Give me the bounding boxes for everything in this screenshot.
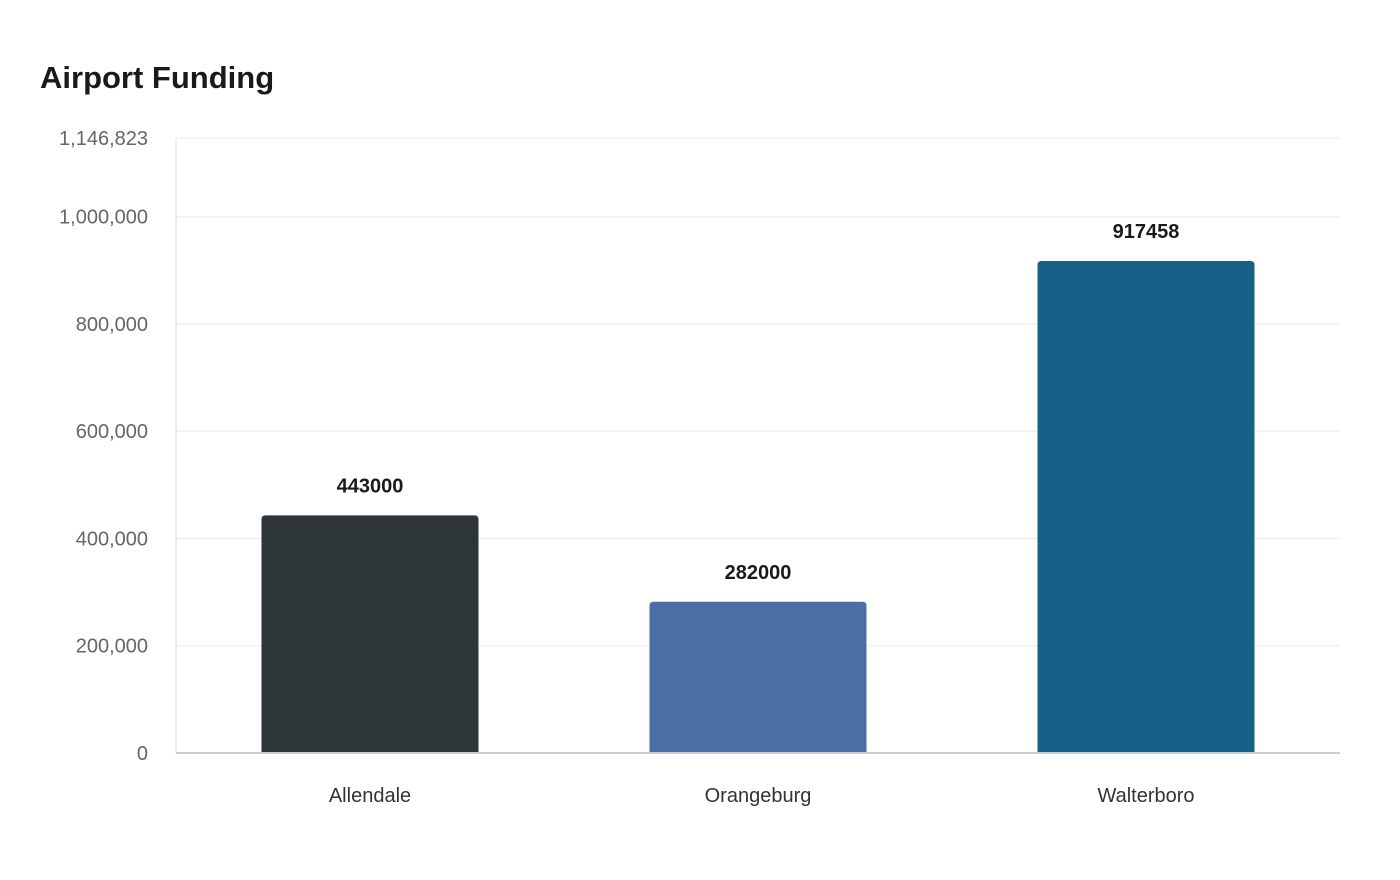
y-tick-label: 0 [137,743,148,765]
data-label: 917458 [1113,221,1180,243]
y-tick-label: 400,000 [76,528,148,550]
bar-orangeburg [649,601,867,753]
x-tick-label: Orangeburg [705,785,812,807]
x-tick-label: Allendale [329,785,411,807]
data-label: 443000 [337,475,404,497]
chart-title: Airport Funding [40,60,275,95]
data-label: 282000 [725,562,792,584]
y-tick-label: 600,000 [76,421,148,443]
y-tick-label: 200,000 [76,636,148,658]
y-tick-label: 800,000 [76,314,148,336]
bar-walterboro [1037,261,1255,753]
x-tick-label: Walterboro [1097,785,1194,807]
y-tick-label: 1,000,000 [59,207,148,229]
y-tick-label: 1,146,823 [59,128,148,150]
bar-allendale [261,515,479,753]
